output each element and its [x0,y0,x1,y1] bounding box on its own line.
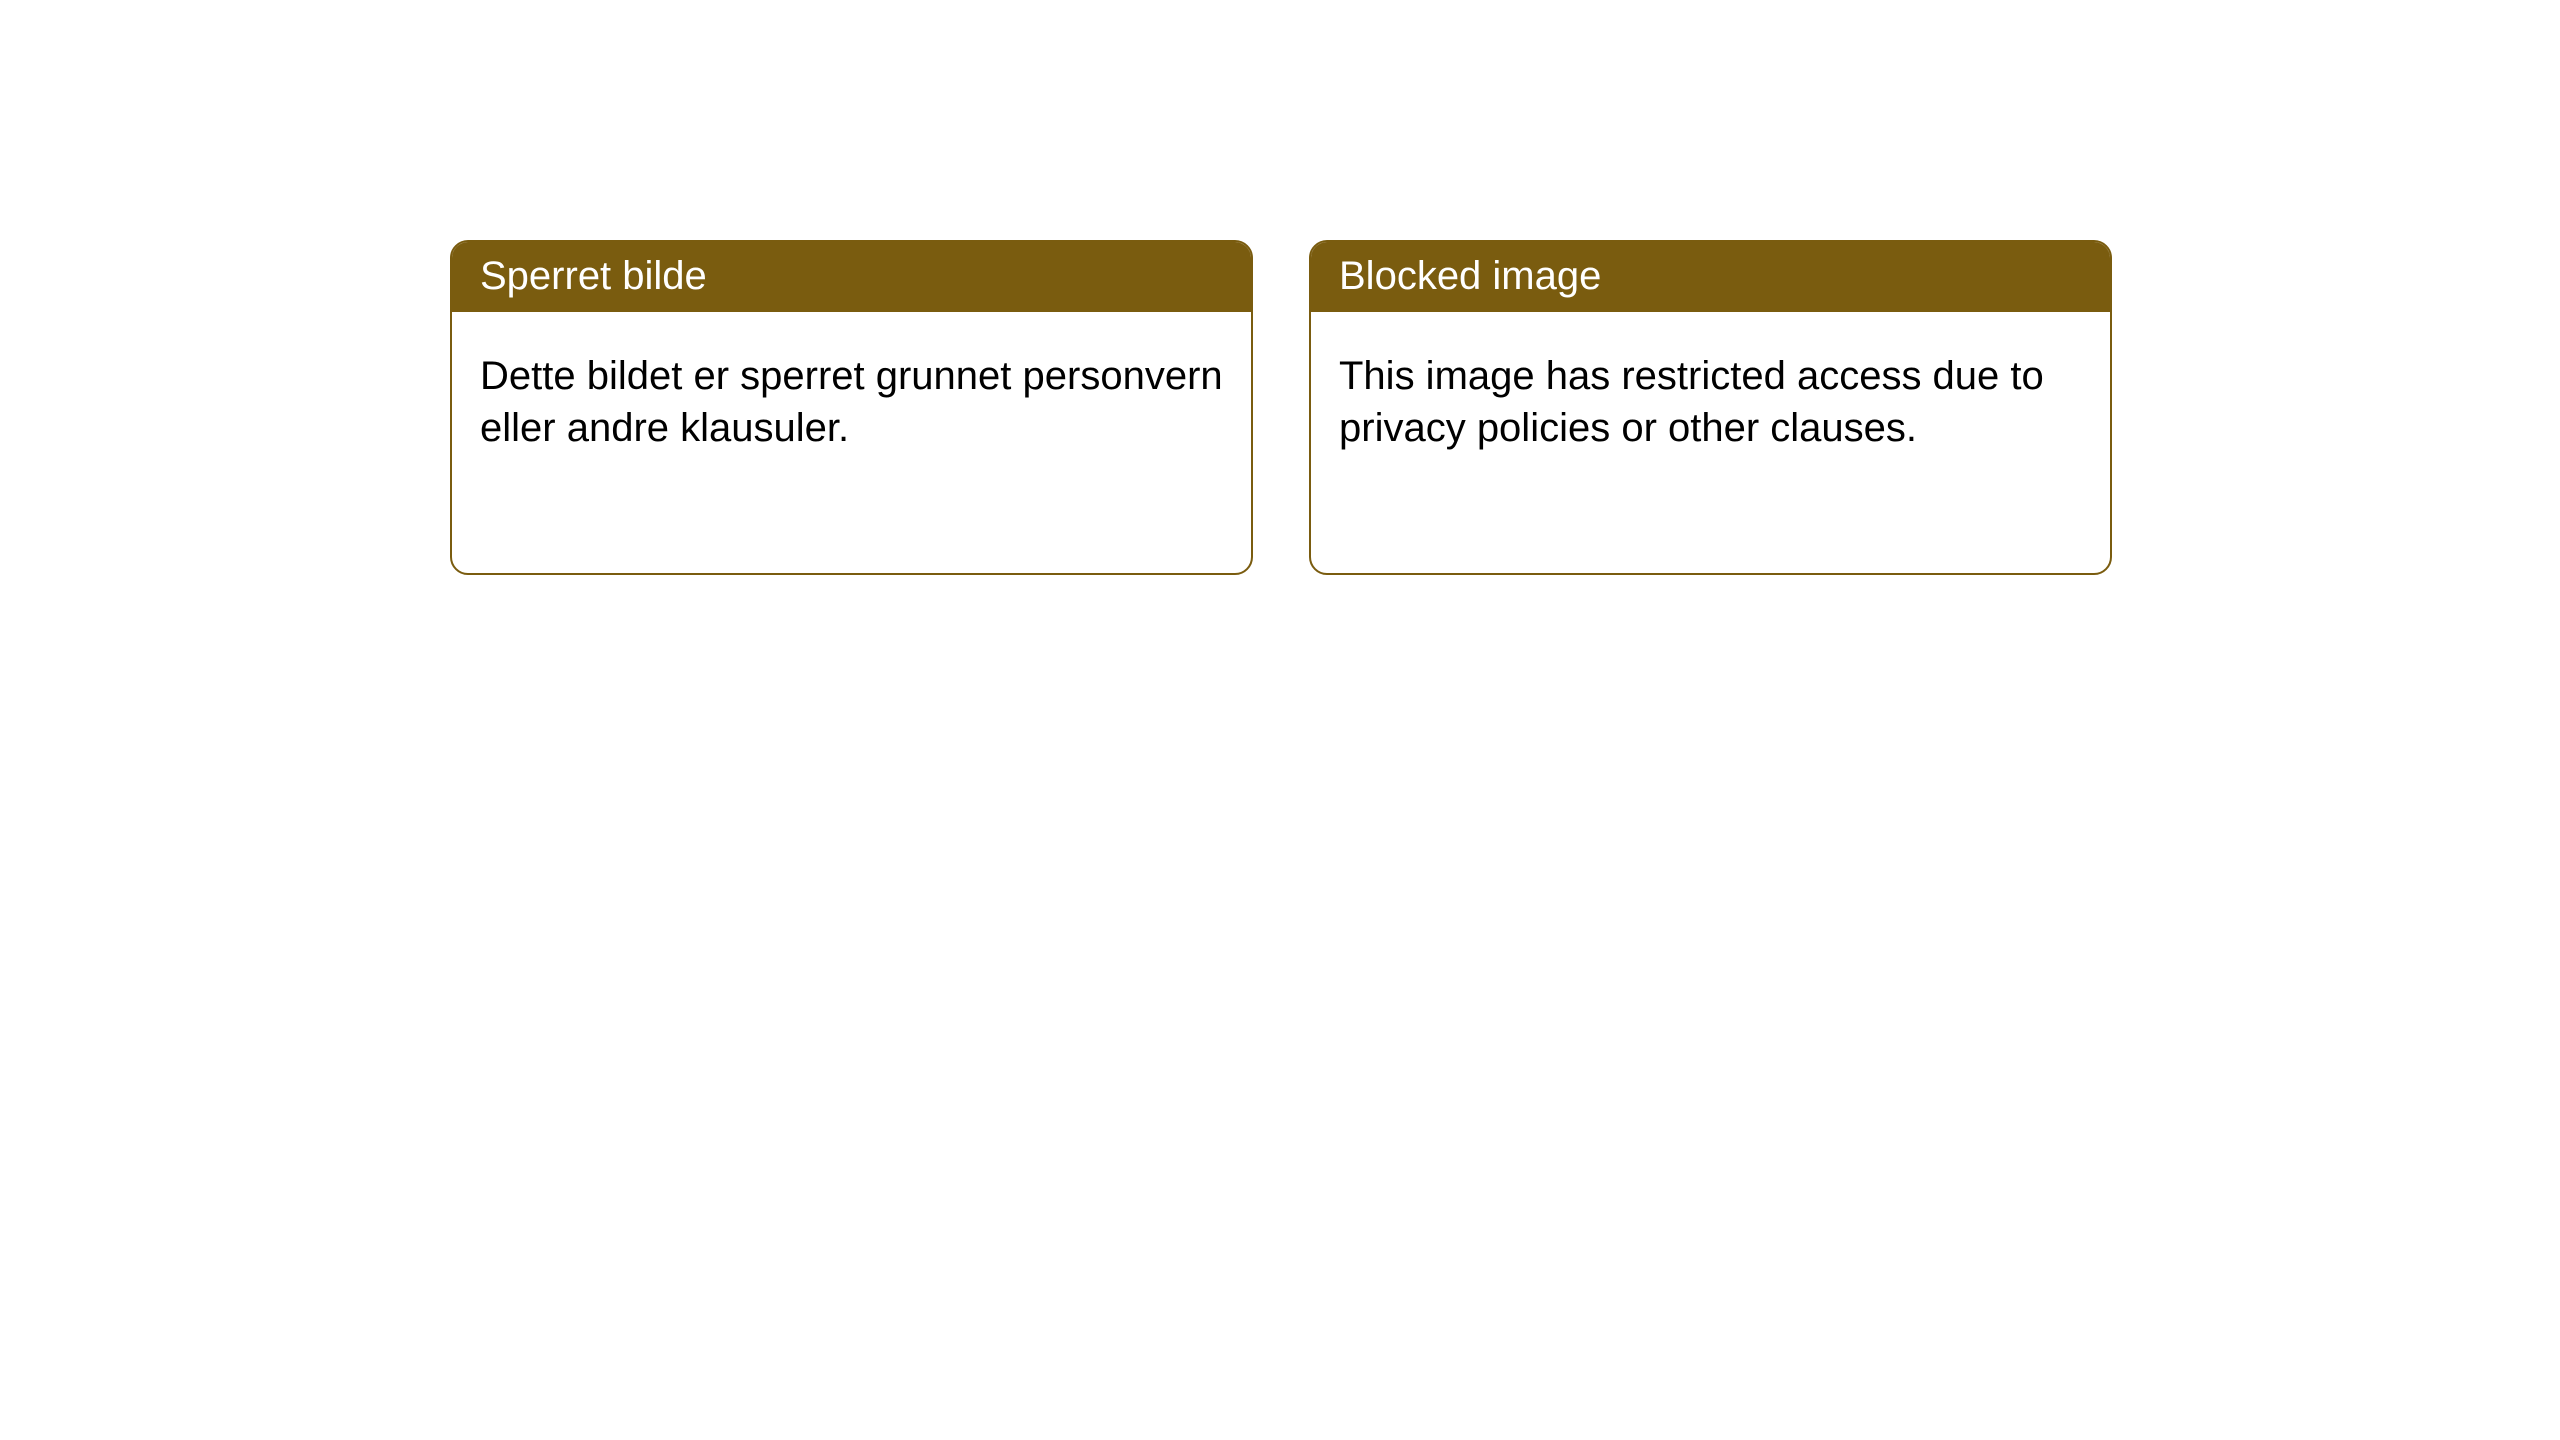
notice-card-norwegian: Sperret bilde Dette bildet er sperret gr… [450,240,1253,575]
notice-body: This image has restricted access due to … [1311,312,2110,492]
notice-body: Dette bildet er sperret grunnet personve… [452,312,1251,492]
notice-card-english: Blocked image This image has restricted … [1309,240,2112,575]
notice-header: Sperret bilde [452,242,1251,312]
notice-header: Blocked image [1311,242,2110,312]
notice-container: Sperret bilde Dette bildet er sperret gr… [0,0,2560,575]
